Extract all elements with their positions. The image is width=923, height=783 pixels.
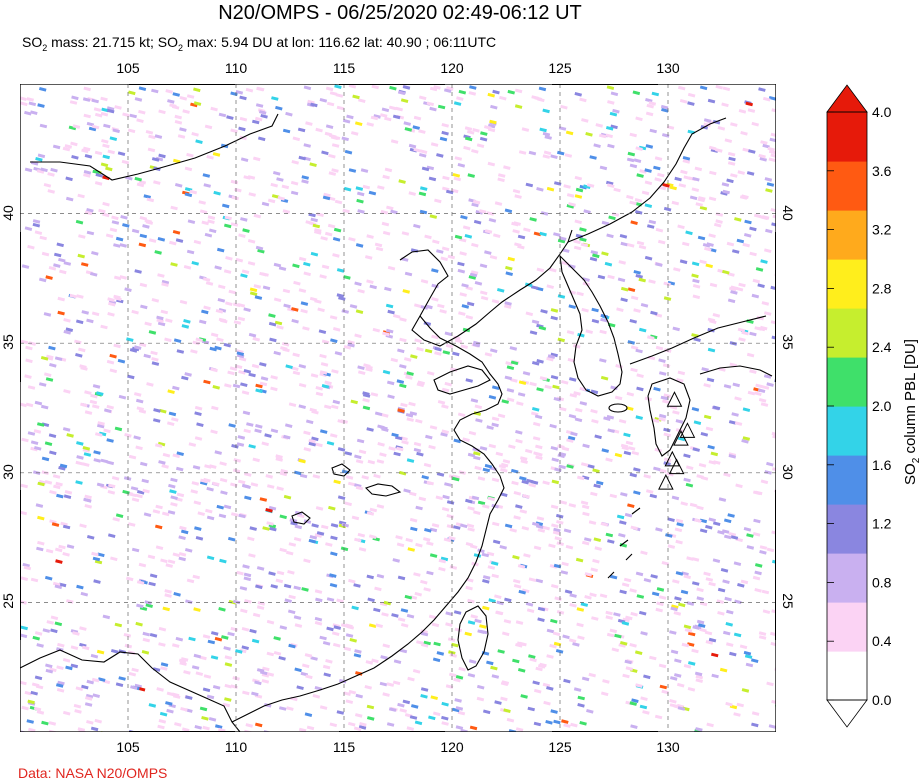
data-credit: Data: NASA N20/OMPS (18, 765, 168, 781)
volcano-icon (673, 429, 689, 446)
colorbar-segment (827, 455, 867, 505)
volcano-icon (658, 474, 674, 490)
lon-label-top: 125 (548, 60, 572, 76)
colorbar-segment (827, 112, 867, 162)
colorbar-segment (827, 553, 867, 603)
kyushu-outline (647, 377, 691, 457)
volcano-icon (664, 450, 681, 467)
shandong-peninsula (433, 365, 491, 395)
lon-label-top: 105 (116, 60, 140, 76)
colorbar-tick-label: 2.8 (872, 280, 892, 296)
colorbar-tick-label: 1.6 (872, 457, 892, 473)
so2-label: SO (22, 34, 43, 50)
lon-label-top: 115 (332, 60, 356, 76)
colorbar-segment (827, 210, 867, 260)
colorbar-tick-label: 0.8 (872, 574, 892, 590)
mongolia-border (30, 113, 279, 181)
max-text: max: 5.94 DU at lon: 116.62 lat: 40.90 ;… (183, 34, 497, 50)
volcano-icon (668, 458, 685, 475)
lon-label-top: 130 (656, 60, 680, 76)
lon-label-bottom: 110 (224, 739, 248, 755)
colorbar-segment (827, 406, 867, 456)
lon-label-bottom: 130 (656, 739, 680, 755)
colorbar-segment (827, 602, 867, 652)
colorbar-min-arrow (826, 699, 868, 728)
colorbar-segment (827, 357, 867, 407)
lon-label-bottom: 120 (440, 739, 464, 755)
volcano-markers (658, 391, 696, 490)
colorbar-tick-label: 1.2 (872, 516, 892, 532)
colorbar-segment (827, 259, 867, 309)
so2-pixel-field (20, 84, 776, 732)
colorbar-tick-label: 3.2 (872, 222, 892, 238)
colorbar-segment (827, 161, 867, 211)
honshu-coast (629, 315, 767, 365)
graticule (20, 84, 776, 732)
lat-label-left: 40 (0, 204, 16, 221)
colorbar-segment (827, 504, 867, 554)
frame-bars (20, 84, 776, 732)
bohai-coast (399, 229, 573, 347)
lat-label-right: 25 (780, 593, 796, 610)
colorbar-segments (827, 112, 867, 701)
volcano-icon (679, 422, 696, 438)
lat-label-left: 25 (0, 593, 16, 610)
southwest-border (20, 649, 241, 732)
subtitle: SO2 mass: 21.715 kt; SO2 max: 5.94 DU at… (22, 34, 496, 53)
mass-text: mass: 21.715 kt; SO (47, 34, 178, 50)
so2-subscript: 2 (42, 42, 48, 53)
colorbar-label: SO2 column PBL [DU] (902, 339, 922, 485)
colorbar-tick-label: 4.0 (872, 104, 892, 120)
lon-label-bottom: 125 (548, 739, 572, 755)
lon-label-top: 120 (440, 60, 464, 76)
lat-label-right: 30 (780, 464, 796, 480)
lon-label-bottom: 115 (332, 739, 356, 755)
page-title: N20/OMPS - 06/25/2020 02:49-06:12 UT (218, 2, 582, 24)
volcano-icon (666, 391, 683, 407)
colorbar: 4.0 3.6 3.2 2.8 2.4 2.0 1.6 1.2 0.8 0.4 0.0 SO2 co… (826, 84, 922, 728)
colorbar-ticks: 4.0 3.6 3.2 2.8 2.4 2.0 1.6 1.2 0.8 0.4 0.0 (827, 104, 892, 708)
colorbar-segment (827, 308, 867, 358)
lon-label-top: 110 (224, 60, 248, 76)
korea-outline (559, 254, 623, 397)
lat-label-right: 40 (780, 204, 796, 221)
colorbar-tick-label: 0.0 (872, 692, 892, 708)
lon-label-bottom: 105 (116, 739, 140, 755)
colorbar-tick-label: 2.0 (872, 398, 892, 414)
map-panel (20, 84, 776, 732)
lat-label-right: 35 (780, 334, 796, 350)
taiwan-outline (457, 605, 489, 671)
so2-subscript-2: 2 (177, 42, 183, 53)
lat-label-left: 35 (0, 334, 16, 350)
northeast-coast (567, 117, 727, 243)
colorbar-tick-label: 2.4 (872, 339, 892, 355)
jeju-island (608, 403, 628, 413)
colorbar-tick-label: 3.6 (872, 163, 892, 179)
shikoku-coast (699, 365, 773, 377)
colorbar-max-arrow (826, 84, 868, 113)
lat-label-left: 30 (0, 464, 16, 480)
coastlines (20, 113, 773, 732)
colorbar-tick-label: 0.4 (872, 633, 892, 649)
colorbar-segment (827, 651, 867, 701)
ryukyu-islands (607, 507, 641, 579)
china-coast (231, 315, 505, 723)
